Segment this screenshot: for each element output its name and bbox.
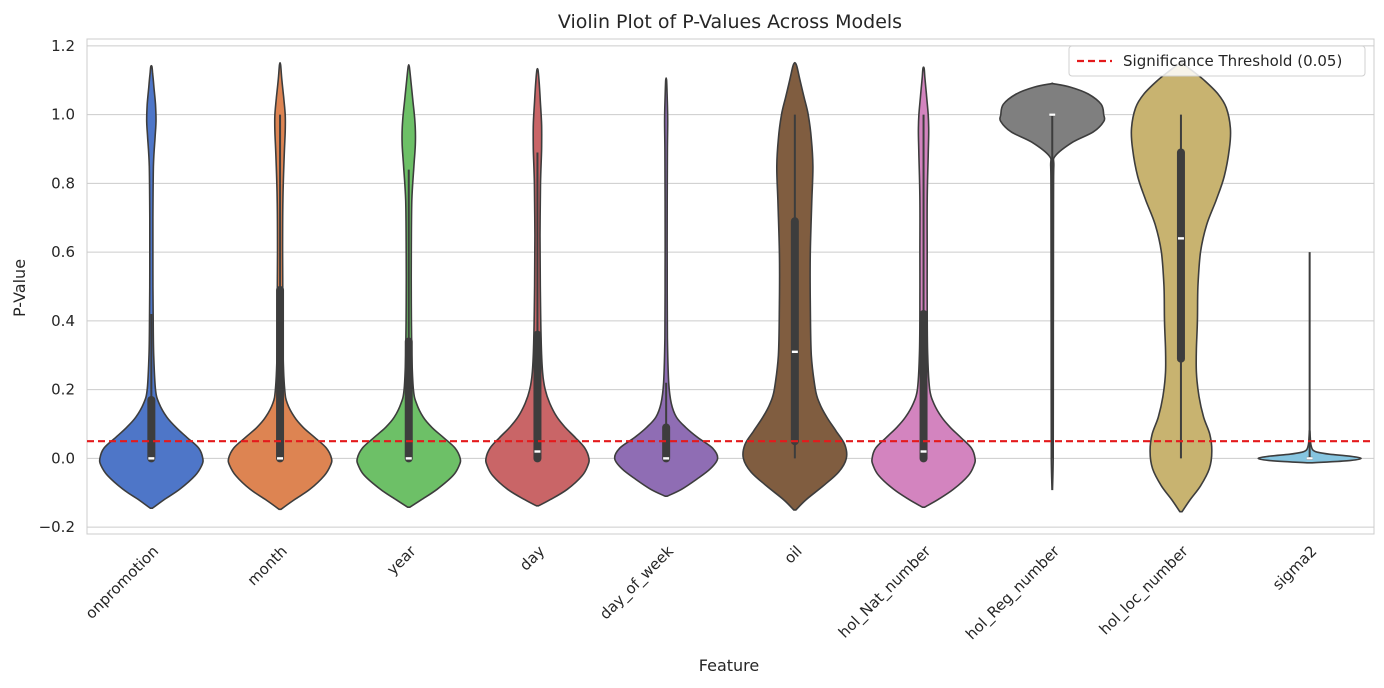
median-hol_loc_number (1177, 237, 1184, 240)
violin-day_of_week (613, 77, 719, 497)
y-tick-label: 1.0 (51, 106, 75, 124)
x-tick-label: day_of_week (596, 542, 678, 624)
x-tick-label: year (383, 542, 420, 579)
median-sigma2 (1306, 457, 1313, 460)
median-onpromotion (148, 457, 155, 460)
median-day_of_week (663, 457, 670, 460)
x-tick-label: sigma2 (1269, 542, 1321, 594)
median-oil (791, 350, 798, 354)
legend: Significance Threshold (0.05) (1068, 45, 1366, 77)
legend-threshold-label: Significance Threshold (0.05) (1123, 52, 1342, 70)
y-tick-label: 0.8 (51, 174, 75, 192)
x-tick-label: day (516, 542, 548, 574)
violins (98, 61, 1362, 513)
y-tick-label: 0.6 (51, 243, 75, 261)
y-tick-labels: −0.2 0.0 0.2 0.4 0.6 0.8 1.0 1.2 (39, 37, 75, 536)
median-hol_Nat_number (920, 450, 927, 453)
violin-onpromotion (98, 64, 204, 509)
x-tick-label: oil (781, 542, 806, 567)
y-tick-label: 0.2 (51, 381, 75, 399)
median-year (405, 457, 412, 460)
y-tick-label: 0.0 (51, 449, 75, 467)
x-tick-label: hol_Nat_number (835, 542, 936, 643)
median-day (534, 450, 541, 453)
chart-title: Violin Plot of P-Values Across Models (558, 11, 902, 33)
x-tick-label: hol_Reg_number (962, 542, 1064, 644)
x-tick-labels: onpromotion month year day day_of_week oil hol… (82, 542, 1321, 644)
x-tick-label: month (244, 542, 291, 589)
median-month (277, 457, 284, 460)
legend-box (1068, 45, 1366, 77)
x-axis-title: Feature (699, 656, 759, 675)
x-tick-label: onpromotion (82, 542, 162, 622)
y-tick-label: 0.4 (51, 312, 75, 330)
y-axis-title: P-Value (10, 259, 29, 317)
median-hol_Reg_number (1049, 113, 1056, 116)
y-tick-label: 1.2 (51, 37, 75, 55)
x-tick-label: hol_loc_number (1096, 542, 1193, 639)
y-tick-label: −0.2 (39, 518, 75, 536)
